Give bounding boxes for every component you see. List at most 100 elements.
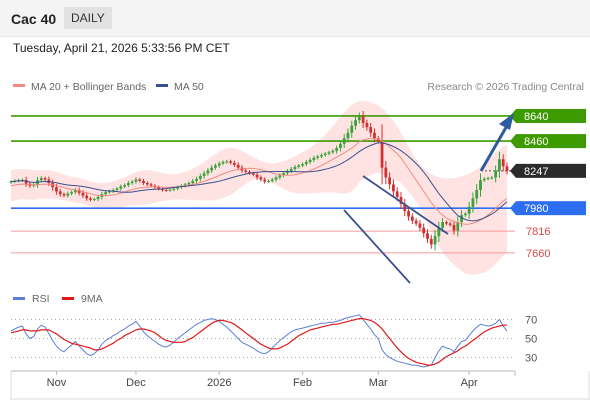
- candle-body: [9, 181, 13, 183]
- candle-body: [384, 167, 388, 178]
- trend-line-lower: [343, 209, 411, 284]
- bollinger-band: [11, 100, 507, 275]
- x-label-Feb: Feb: [293, 377, 312, 389]
- level-tag-pointer-8247: [510, 163, 516, 178]
- candle-body: [490, 177, 494, 179]
- candle-body: [145, 183, 149, 185]
- candle-body: [373, 132, 376, 139]
- candle-body: [172, 188, 176, 190]
- level-tag-8640: [516, 108, 586, 123]
- candle-body: [441, 222, 445, 228]
- candle-body: [448, 223, 452, 225]
- candle-body: [92, 199, 96, 201]
- candle-body: [392, 184, 395, 192]
- candle-body: [198, 176, 202, 179]
- candle-body: [278, 175, 282, 178]
- candle-body: [410, 216, 414, 221]
- candle-body: [85, 195, 89, 199]
- candle-body: [244, 170, 248, 172]
- candle-body: [274, 177, 278, 180]
- candle-body: [229, 161, 233, 163]
- level-label-7816: 7816: [526, 226, 550, 238]
- candle-body: [157, 187, 161, 189]
- candle-body: [77, 190, 81, 193]
- candle-body: [403, 203, 407, 211]
- level-label-8640: 8640: [524, 111, 548, 123]
- trend-line-upper: [362, 175, 449, 235]
- instrument-title: Cac 40: [11, 11, 57, 27]
- candle-body: [327, 152, 331, 154]
- rsi-9ma-line: [10, 318, 507, 366]
- candle-body: [301, 164, 304, 166]
- candle-body: [270, 179, 274, 181]
- candle-body: [433, 236, 437, 245]
- candle-body: [210, 167, 214, 171]
- candle-body: [479, 180, 482, 190]
- candle-body: [259, 177, 263, 180]
- candle-body: [55, 187, 58, 192]
- candle-body: [422, 227, 426, 234]
- level-label-8247: 8247: [524, 166, 548, 178]
- candle-body: [108, 191, 111, 193]
- candle-body: [142, 180, 145, 184]
- rsi-tick-30: 30: [525, 353, 537, 365]
- candle-body: [168, 189, 172, 191]
- candle-body: [426, 233, 429, 239]
- candle-body: [463, 213, 467, 216]
- x-label-Apr: Apr: [461, 377, 478, 389]
- candle-body: [376, 138, 380, 142]
- candle-body: [289, 169, 293, 172]
- candle-body: [456, 222, 460, 231]
- candle-body: [104, 192, 108, 195]
- candle-body: [149, 184, 153, 186]
- candle-body: [187, 183, 191, 185]
- candle-body: [130, 181, 134, 184]
- candle-body: [380, 141, 384, 168]
- candle-body: [482, 178, 486, 181]
- candle-body: [342, 138, 346, 144]
- candle-body: [202, 173, 206, 177]
- candle-body: [39, 178, 43, 181]
- candle-body: [399, 196, 403, 204]
- chart-credit: Research © 2026 Trading Central: [427, 81, 584, 93]
- candle-body: [293, 166, 297, 170]
- candle-body: [251, 173, 255, 175]
- candle-body: [214, 165, 217, 168]
- candle-body: [429, 238, 433, 245]
- x-label-Mar: Mar: [369, 377, 388, 389]
- level-tag-pointer-7980: [510, 201, 516, 216]
- candle-body: [304, 162, 308, 165]
- candle-body: [43, 178, 47, 180]
- x-label-Nov: Nov: [47, 377, 67, 389]
- candle-body: [115, 188, 119, 190]
- candle-body: [331, 150, 335, 153]
- candle-body: [395, 191, 399, 197]
- period-button[interactable]: DAILY: [64, 7, 112, 29]
- legend-swatch-ma20: [13, 84, 25, 87]
- candle-body: [70, 192, 73, 194]
- rsi-line: [10, 314, 508, 368]
- candle-body: [505, 166, 509, 171]
- candle-body: [471, 198, 475, 207]
- level-label-7980: 7980: [524, 203, 548, 215]
- level-tag-pointer-8460: [510, 134, 516, 149]
- legend-label-rsi-9ma: 9MA: [81, 293, 103, 305]
- candle-body: [58, 191, 62, 195]
- header-bar: Cac 40 DAILY: [0, 0, 590, 37]
- candle-body: [308, 159, 312, 163]
- candle-body: [475, 190, 479, 199]
- candle-body: [312, 157, 316, 160]
- candle-body: [164, 190, 168, 191]
- candle-body: [176, 187, 179, 189]
- forecast-arrow-head: [499, 113, 514, 130]
- timestamp: Tuesday, April 21, 2026 5:33:56 PM CET: [13, 41, 230, 55]
- candle-body: [357, 115, 361, 121]
- legend-swatch-ma50: [156, 84, 168, 87]
- candle-body: [73, 190, 77, 193]
- candle-body: [437, 227, 441, 237]
- ma20-line: [10, 138, 508, 225]
- candle-body: [138, 179, 142, 181]
- candle-body: [486, 178, 490, 180]
- rsi-tick-70: 70: [525, 315, 537, 327]
- candle-body: [183, 184, 187, 186]
